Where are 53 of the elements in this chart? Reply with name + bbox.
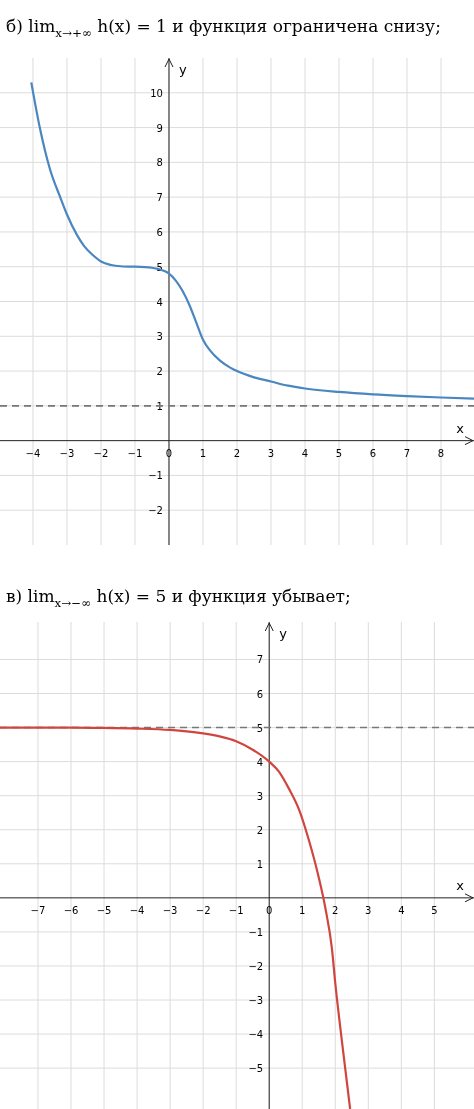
y-tick-label: 1 [256,858,264,870]
x-tick-label: 1 [299,904,306,916]
x-tick-label: 4 [398,904,405,916]
chart-title: б) lim$_{x→+∞}$ h(x) = 1 и функция ограничена снизу; [6,16,441,41]
y-tick-label: −1 [148,470,163,482]
x-axis-title: x [456,877,465,893]
y-tick-label: −4 [248,1029,264,1041]
y-tick-label: 3 [256,790,264,802]
x-tick-label: −2 [195,904,211,916]
x-tick-label: 5 [431,904,438,916]
y-tick-label: 3 [156,331,163,343]
y-axis-title: y [279,626,288,641]
x-tick-label: 2 [332,904,339,916]
x-tick-label: −7 [30,904,46,916]
y-tick-label: 6 [256,688,264,700]
y-axis-title: y [178,62,187,77]
y-tick-label: −1 [248,926,264,938]
x-tick-label: 3 [267,447,275,459]
y-tick-label: 2 [256,824,264,836]
y-tick-label: 6 [156,226,163,238]
x-tick-label: 3 [365,904,372,916]
y-tick-label: 4 [256,756,264,768]
x-tick-label: 0 [165,447,173,459]
x-tick-label: −4 [25,447,41,459]
y-tick-label: 7 [156,192,163,204]
x-tick-label: −2 [93,447,109,459]
x-tick-label: −3 [59,447,75,459]
x-tick-label: 7 [403,447,411,459]
x-tick-label: −1 [228,904,244,916]
x-tick-label: −4 [129,904,145,916]
x-tick-label: 6 [369,447,377,459]
y-tick-label: −3 [248,995,264,1007]
y-tick-label: −5 [248,1063,264,1075]
line-series [0,726,352,1109]
x-tick-label: 5 [335,447,343,459]
y-tick-label: −2 [148,505,163,517]
y-tick-label: 7 [256,654,264,666]
x-tick-label: 4 [301,447,309,459]
y-tick-label: −2 [248,960,264,972]
x-tick-label: −1 [127,447,143,459]
x-tick-label: 1 [199,447,207,459]
y-tick-label: 4 [156,296,163,308]
x-axis-title: x [456,420,465,436]
y-tick-label: 8 [156,157,163,169]
chart-title: в) lim$_{x→−∞}$ h(x) = 5 и функция убывает; [6,586,351,611]
y-tick-label: 10 [150,87,163,99]
x-tick-label: 8 [437,447,445,459]
x-tick-label: 2 [233,447,241,459]
x-tick-label: −5 [96,904,112,916]
y-tick-label: 2 [156,366,163,378]
x-tick-label: −6 [63,904,79,916]
y-tick-label: 9 [156,122,163,134]
line-series [30,81,474,400]
